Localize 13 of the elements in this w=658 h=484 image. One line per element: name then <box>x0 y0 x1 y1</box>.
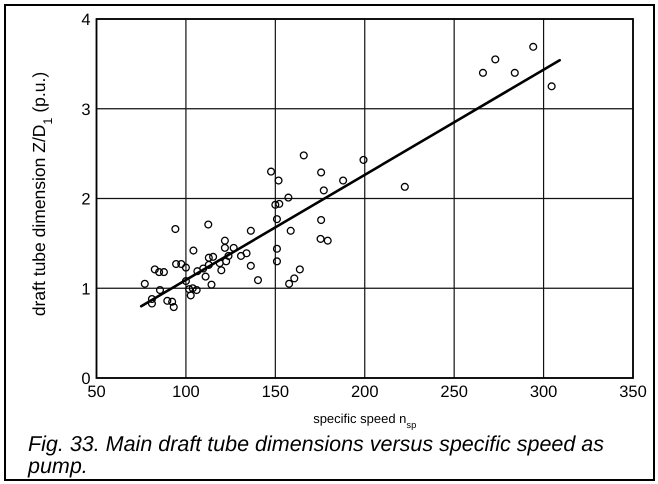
caption: Fig. 33. Main draft tube dimensions versus specific speed as pump. <box>27 432 604 478</box>
x-tick-label: 350 <box>619 383 647 401</box>
x-tick-label: 250 <box>440 383 468 401</box>
x-tick-label: 300 <box>530 383 558 401</box>
x-tick-label: 50 <box>87 383 106 401</box>
y-tick-label: 4 <box>81 11 90 29</box>
y-tick-label: 1 <box>81 280 90 298</box>
x-tick-label: 200 <box>350 383 379 401</box>
y-tick-label: 3 <box>81 100 90 119</box>
x-axis-title: specific speed n$_{sp}$ <box>313 411 416 430</box>
x-tick-label: 150 <box>262 383 290 401</box>
y-tick-label: 2 <box>81 190 90 208</box>
x-tick-label: 100 <box>172 383 200 401</box>
